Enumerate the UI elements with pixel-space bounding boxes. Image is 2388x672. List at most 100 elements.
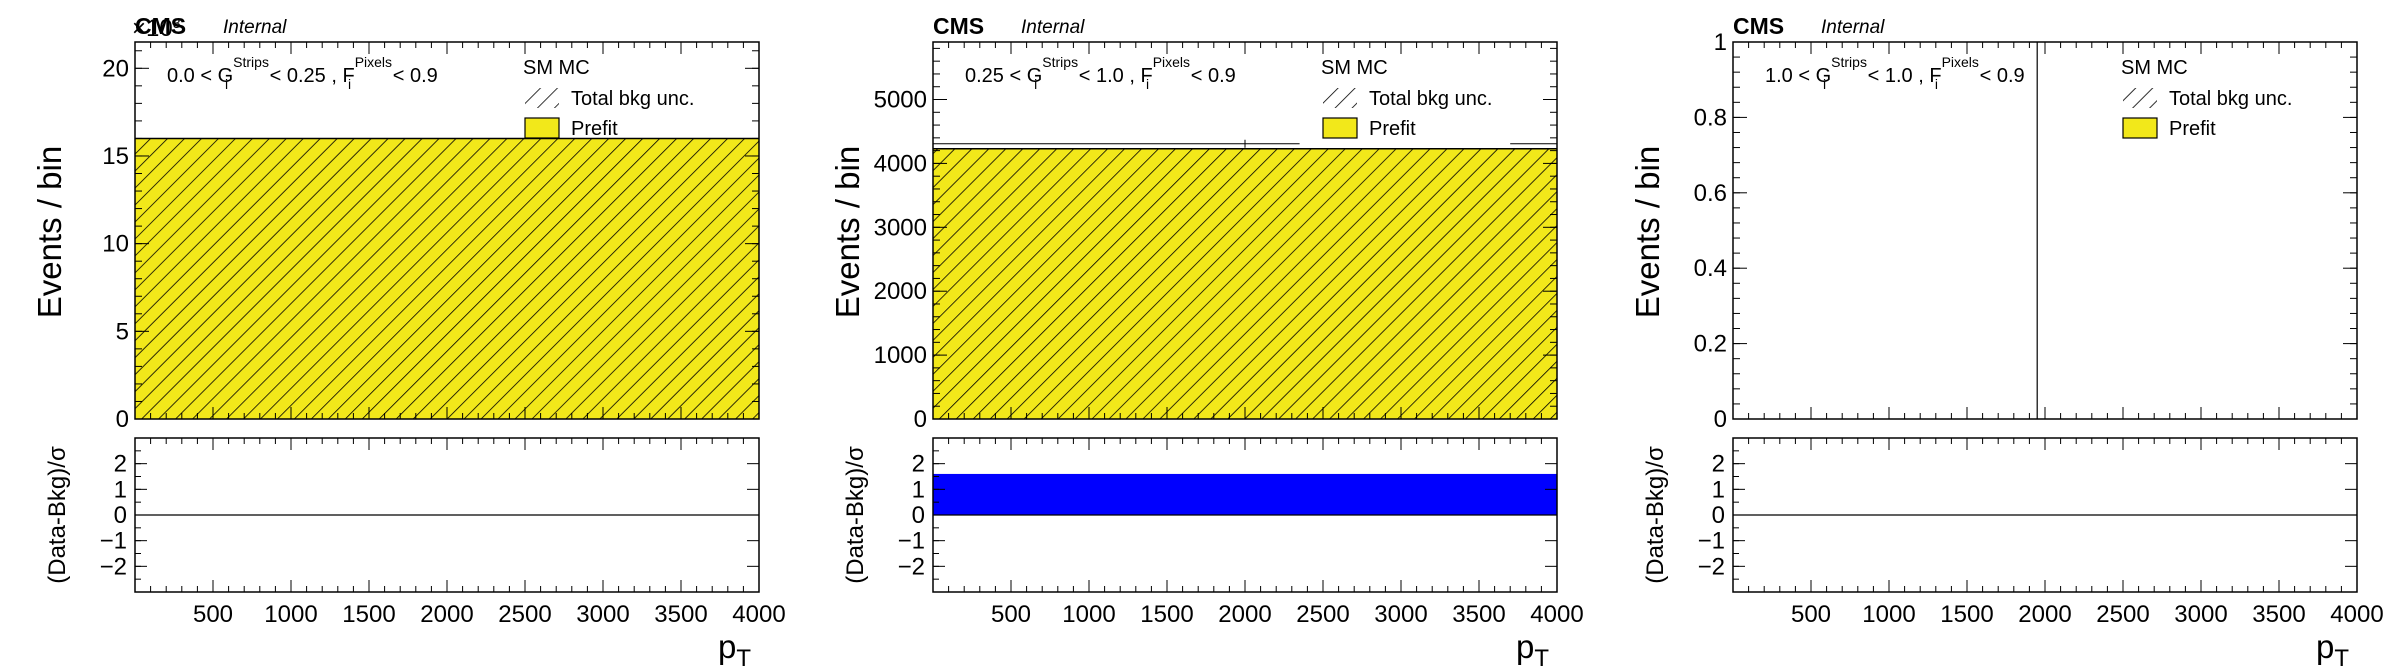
- x-axis-title: pT: [1516, 628, 1549, 672]
- y-axis-title: Events / bin: [31, 146, 68, 318]
- y-tick-label: 1: [1714, 29, 1727, 56]
- region-sub: i: [225, 76, 228, 92]
- region-text: 0.25 < G: [965, 65, 1042, 87]
- legend-swatch-unc: [2123, 88, 2157, 108]
- region-sup: Strips: [233, 54, 269, 70]
- region-text: < 1.0 , F: [1862, 65, 1941, 87]
- x-axis-title-sub: T: [2334, 645, 2349, 672]
- ratio-y-tick-label: −1: [1698, 528, 1725, 555]
- panel-3: 0 0.2 0.4 0.6 0.8 1 Events / bin CMS Internal 1.0…: [1629, 13, 2384, 672]
- region-label: 1.0 < GStrips i < 1.0 , FPixels i < 0.9: [1765, 54, 2025, 92]
- y-exponent: ×103: [132, 15, 181, 42]
- region-sub: i: [1146, 76, 1149, 92]
- region-label: 0.0 < GStrips i < 0.25 , FPixels i < 0.9: [167, 54, 438, 92]
- x-tick-label: 500: [991, 601, 1031, 628]
- ratio-y-tick-label: 1: [912, 476, 925, 503]
- y-tick-label: 3000: [874, 214, 927, 241]
- legend-title: SM MC: [2121, 57, 2188, 79]
- ratio-y-title: (Data-Bkg)/σ: [44, 446, 71, 584]
- x-tick-label: 2000: [2018, 601, 2071, 628]
- region-sup: Pixels: [355, 54, 392, 70]
- cms-label: CMS: [1733, 13, 1784, 39]
- ratio-y-title: (Data-Bkg)/σ: [1642, 446, 1669, 584]
- y-tick-label: 0.2: [1694, 331, 1727, 358]
- ratio-y-tick-label: 0: [1712, 502, 1725, 529]
- x-tick-label: 1500: [1140, 601, 1193, 628]
- ratio-y-tick-label: 2: [912, 451, 925, 478]
- ratio-y-tick-label: −1: [898, 528, 925, 555]
- bkg-unc-hatch: [135, 138, 759, 419]
- y-tick-label: 15: [102, 143, 129, 170]
- cms-label: CMS: [135, 13, 186, 39]
- bkg-unc-hatch: [933, 148, 1557, 419]
- legend-title: SM MC: [1321, 57, 1388, 79]
- y-tick-label: 0: [116, 406, 129, 433]
- x-tick-label: 1000: [264, 601, 317, 628]
- x-tick-label: 1000: [1862, 601, 1915, 628]
- y-tick-label: 0: [1714, 406, 1727, 433]
- x-tick-label: 3500: [654, 601, 707, 628]
- x-tick-label: 4000: [732, 601, 785, 628]
- y-tick-label: 20: [102, 55, 129, 82]
- legend-title: SM MC: [523, 57, 590, 79]
- region-text: < 0.25 , F: [264, 65, 355, 87]
- y-tick-label: 0.4: [1694, 255, 1727, 282]
- region-sup: Pixels: [1153, 54, 1190, 70]
- pull-bar: [933, 473, 1557, 515]
- ratio-y-tick-label: −2: [898, 553, 925, 580]
- region-sub: i: [1823, 76, 1826, 92]
- ratio-y-tick-label: −2: [1698, 553, 1725, 580]
- y-tick-label: 0.8: [1694, 104, 1727, 131]
- ratio-y-tick-label: 1: [114, 476, 127, 503]
- region-sub: i: [1935, 76, 1938, 92]
- ratio-y-tick-label: −1: [100, 528, 127, 555]
- x-tick-label: 500: [193, 601, 233, 628]
- region-sup: Pixels: [1942, 54, 1979, 70]
- x-tick-label: 500: [1791, 601, 1831, 628]
- y-tick-label: 4000: [874, 150, 927, 177]
- y-tick-label: 5: [116, 318, 129, 345]
- region-text: 1.0 < G: [1765, 65, 1831, 87]
- x-axis-title: pT: [2316, 628, 2349, 672]
- ratio-y-tick-label: 0: [114, 502, 127, 529]
- region-sup: Strips: [1042, 54, 1078, 70]
- internal-label: Internal: [223, 17, 287, 38]
- x-tick-label: 4000: [2330, 601, 2383, 628]
- x-tick-label: 3000: [2174, 601, 2227, 628]
- y-tick-label: 0: [914, 406, 927, 433]
- region-sub: i: [1034, 76, 1037, 92]
- y-axis-title: Events / bin: [1629, 146, 1666, 318]
- x-tick-label: 3000: [576, 601, 629, 628]
- y-tick-label: 10: [102, 231, 129, 258]
- ratio-y-title: (Data-Bkg)/σ: [842, 446, 869, 584]
- x-axis-title: pT: [718, 628, 751, 672]
- ratio-y-tick-label: 0: [912, 502, 925, 529]
- x-tick-label: 3500: [1452, 601, 1505, 628]
- region-text: < 0.9: [1185, 65, 1236, 87]
- region-sub: i: [348, 76, 351, 92]
- ratio-y-tick-label: 2: [114, 451, 127, 478]
- x-tick-label: 3000: [1374, 601, 1427, 628]
- cms-label: CMS: [933, 13, 984, 39]
- legend-swatch-unc: [525, 88, 559, 108]
- x-tick-label: 2000: [1218, 601, 1271, 628]
- legend-swatch-prefit: [2122, 117, 2158, 139]
- y-tick-label: 5000: [874, 87, 927, 114]
- region-label: 0.25 < GStrips i < 1.0 , FPixels i < 0.9: [965, 54, 1236, 92]
- y-tick-label: 2000: [874, 278, 927, 305]
- ratio-y-tick-label: 1: [1712, 476, 1725, 503]
- legend-label-prefit: Prefit: [1369, 118, 1416, 140]
- region-text: < 0.9: [387, 65, 438, 87]
- x-axis-title-sub: T: [1534, 645, 1549, 672]
- x-tick-label: 1000: [1062, 601, 1115, 628]
- region-text: < 1.0 , F: [1073, 65, 1152, 87]
- y-axis-title: Events / bin: [829, 146, 866, 318]
- x-tick-label: 3500: [2252, 601, 2305, 628]
- legend-label-unc: Total bkg unc.: [571, 88, 694, 110]
- legend-swatch-prefit: [1322, 117, 1358, 139]
- x-tick-label: 1500: [1940, 601, 1993, 628]
- legend-swatch-unc: [1323, 88, 1357, 108]
- legend-label-unc: Total bkg unc.: [2169, 88, 2292, 110]
